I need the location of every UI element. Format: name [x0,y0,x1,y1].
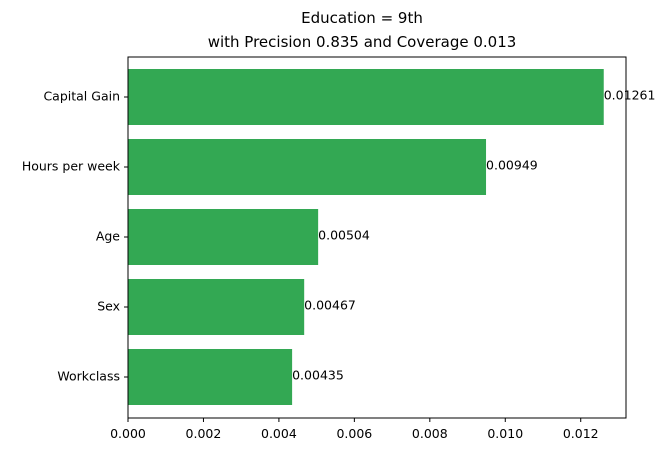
y-tick-label: Sex [97,299,120,314]
bar-capital-gain [128,69,604,125]
bar-workclass [128,349,293,405]
bar-value-label: 0.00504 [318,228,370,243]
y-tick-label: Age [96,229,120,244]
y-tick-label: Capital Gain [43,89,120,104]
y-tick-label: Hours per week [22,159,121,174]
x-tick-label: 0.006 [336,426,372,441]
x-tick-label: 0.002 [186,426,222,441]
bar-value-label: 0.00435 [292,368,344,383]
x-tick-label: 0.004 [261,426,297,441]
y-tick-label: Workclass [57,369,120,384]
plot-frame [127,56,627,419]
bar-hours-per-week [128,139,487,195]
bar-value-label: 0.01261 [604,88,656,103]
bar-value-label: 0.00467 [304,298,356,313]
chart-title-line-2: with Precision 0.835 and Coverage 0.013 [208,33,517,51]
bar-value-label: 0.00949 [486,158,538,173]
x-tick-label: 0.012 [563,426,599,441]
x-tick-label: 0.008 [412,426,448,441]
x-tick-label: 0.010 [487,426,523,441]
y-axis: Capital Gain Hours per week Age Sex Workclas… [22,89,128,384]
bar-sex [128,279,305,335]
chart-title: Education = 9th with Precision 0.835 and… [208,9,517,51]
bar-age [128,209,319,265]
bars [128,69,604,405]
bar-value-labels: 0.01261 0.00949 0.00504 0.00467 0.00435 [292,88,655,383]
chart-title-line-1: Education = 9th [301,9,423,27]
x-tick-label: 0.000 [110,426,146,441]
x-axis: 0.000 0.002 0.004 0.006 0.008 0.010 0.012 [110,418,599,441]
